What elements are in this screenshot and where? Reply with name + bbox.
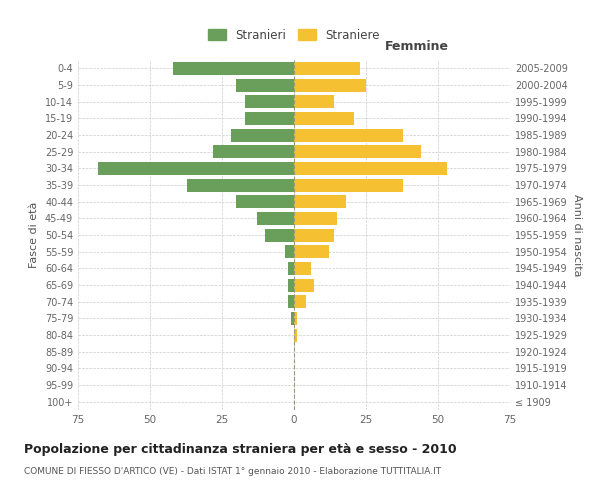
Bar <box>288 278 294 291</box>
Bar <box>291 312 294 325</box>
Bar <box>265 228 294 241</box>
Bar <box>288 295 294 308</box>
Legend: Stranieri, Straniere: Stranieri, Straniere <box>203 24 385 46</box>
Bar <box>98 162 294 175</box>
Bar <box>294 328 297 342</box>
Bar <box>230 128 294 141</box>
Y-axis label: Fasce di età: Fasce di età <box>29 202 39 268</box>
Bar <box>294 195 346 208</box>
Bar <box>294 178 403 192</box>
Bar <box>294 295 305 308</box>
Bar <box>294 62 360 75</box>
Bar <box>294 262 311 275</box>
Text: COMUNE DI FIESSO D'ARTICO (VE) - Dati ISTAT 1° gennaio 2010 - Elaborazione TUTTI: COMUNE DI FIESSO D'ARTICO (VE) - Dati IS… <box>24 468 441 476</box>
Bar <box>236 78 294 92</box>
Bar <box>294 112 355 125</box>
Text: Femmine: Femmine <box>385 40 449 53</box>
Bar <box>173 62 294 75</box>
Bar <box>288 262 294 275</box>
Bar <box>294 128 403 141</box>
Bar <box>214 145 294 158</box>
Bar <box>245 112 294 125</box>
Bar <box>294 95 334 108</box>
Bar <box>257 212 294 225</box>
Bar <box>294 212 337 225</box>
Bar <box>294 245 329 258</box>
Bar <box>286 245 294 258</box>
Bar <box>236 195 294 208</box>
Bar <box>245 95 294 108</box>
Text: Popolazione per cittadinanza straniera per età e sesso - 2010: Popolazione per cittadinanza straniera p… <box>24 442 457 456</box>
Bar <box>294 145 421 158</box>
Bar <box>294 78 366 92</box>
Bar <box>294 162 446 175</box>
Y-axis label: Anni di nascita: Anni di nascita <box>572 194 581 276</box>
Bar <box>187 178 294 192</box>
Bar <box>294 228 334 241</box>
Bar <box>294 278 314 291</box>
Bar <box>294 312 297 325</box>
